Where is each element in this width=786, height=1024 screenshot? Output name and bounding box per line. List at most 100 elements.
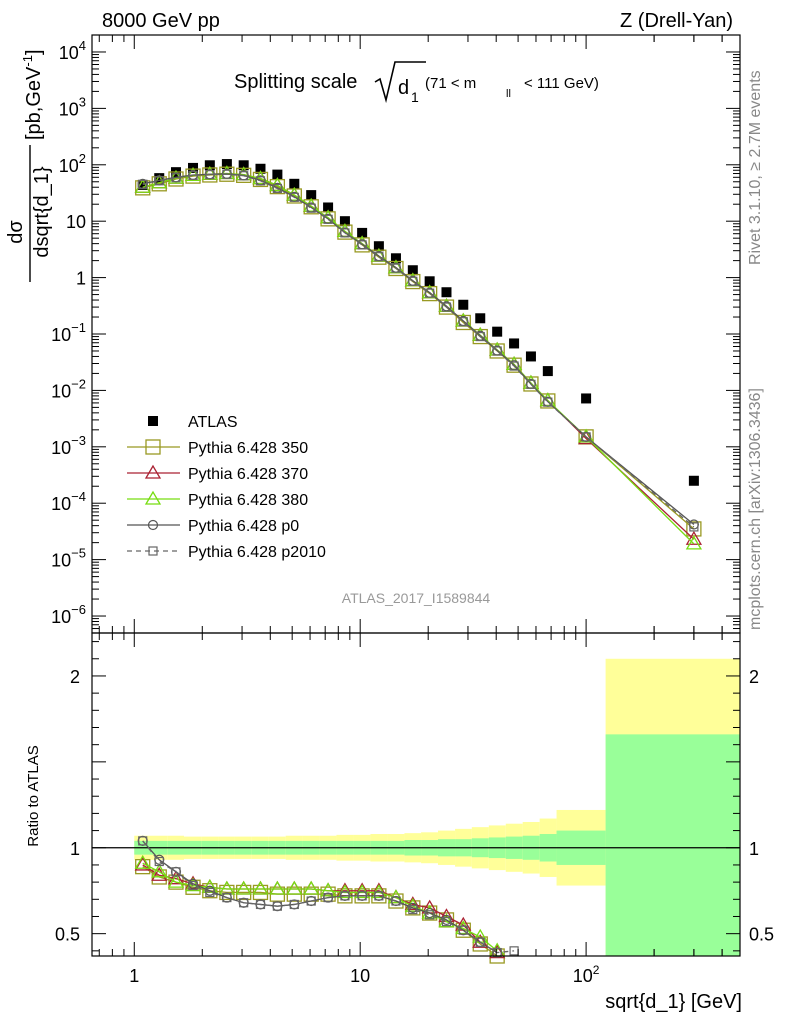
point-pythia-6-428-p2010-16 (408, 276, 418, 286)
point-pythia-6-428-370-22 (505, 356, 523, 370)
ratio-point-pythia-6-428-380-8 (269, 880, 286, 895)
point-pythia-6-428-370-26 (685, 530, 703, 545)
ratio-line-pythia-6-428-370 (142, 864, 498, 954)
point-pythia-6-428-p2010-22 (509, 361, 519, 371)
point-pythia-6-428-p2010-3 (188, 170, 198, 180)
plot-title: Splitting scale d 1 (71 < m ll < 111 GeV… (234, 61, 599, 105)
point-pythia-6-428-p2010-12 (340, 228, 350, 238)
point-atlas-9 (289, 178, 300, 189)
ratio-y-tick-label-left-0: 0.5 (55, 925, 80, 945)
series-line-pythia-6-428-p2010 (142, 173, 695, 528)
ratio-point-pythia-6-428-p2010-2 (171, 867, 181, 877)
legend-marker-pythia-6-428-p0 (147, 519, 159, 531)
header-left: 8000 GeV pp (102, 10, 220, 32)
legend-item-pythia-6-428-350: Pythia 6.428 350 (127, 439, 308, 457)
legend-marker-pythia-6-428-370 (144, 464, 162, 479)
legend-marker-pythia-6-428-p2010 (148, 546, 158, 556)
cut-subscript: ll (506, 88, 511, 100)
ratio-point-pythia-6-428-p2010-15 (391, 896, 401, 906)
point-pythia-6-428-p2010-17 (425, 288, 435, 298)
ratio-point-pythia-6-428-350-4 (202, 883, 218, 899)
ratio-series-pythia-6-428-380 (134, 854, 506, 957)
ylabel-unit: [pb,GeV-1] (20, 49, 45, 140)
legend-item-atlas: ATLAS (148, 414, 238, 431)
point-atlas-1 (154, 173, 165, 184)
ratio-point-pythia-6-428-p2010-8 (272, 901, 282, 911)
point-pythia-6-428-p2010-19 (458, 317, 468, 327)
sqrt-symbol: d (398, 77, 409, 99)
point-pythia-6-428-p2010-11 (323, 214, 333, 224)
ratio-point-pythia-6-428-350-6 (236, 884, 252, 901)
ratio-point-pythia-6-428-380-11 (319, 882, 337, 897)
point-atlas-6 (238, 160, 249, 171)
mcplots-label: mcplots.cern.ch [arXiv:1306.3436] (747, 388, 764, 630)
point-atlas-17 (424, 276, 435, 287)
stat-unc-band-26 (605, 734, 740, 956)
ratio-y-tick-label-right-2: 2 (749, 667, 759, 687)
ratio-y-tick-label-left-1: 1 (70, 839, 80, 859)
series-pythia-6-428-370 (134, 165, 703, 545)
ratio-line-pythia-6-428-p2010 (142, 840, 515, 954)
point-atlas-14 (373, 241, 384, 252)
series-line-pythia-6-428-380 (142, 172, 695, 545)
ratio-point-pythia-6-428-p2010-20 (475, 937, 485, 947)
ratio-point-pythia-6-428-380-0 (134, 854, 151, 869)
ratio-point-pythia-6-428-370-10 (303, 880, 320, 895)
point-atlas-23 (525, 351, 536, 362)
ratio-point-pythia-6-428-380-9 (286, 880, 303, 895)
ratio-point-pythia-6-428-p2010-16 (408, 905, 418, 915)
legend-label-pythia-6-428-350: Pythia 6.428 350 (188, 440, 308, 457)
point-pythia-6-428-p2010-23 (526, 379, 536, 389)
ratio-point-pythia-6-428-370-16 (404, 896, 421, 911)
ratio-point-pythia-6-428-370-2 (167, 870, 185, 885)
ratio-point-pythia-6-428-370-0 (134, 856, 151, 871)
y-tick-label-9: 10−5 (51, 546, 86, 571)
cut-pre: (71 < m (425, 75, 476, 92)
ratio-y-tick-label-left-2: 2 (70, 667, 80, 687)
point-pythia-6-428-p2010-24 (543, 397, 553, 407)
series-pythia-6-428-p2010 (138, 169, 699, 532)
x-tick-label-2: 102 (573, 963, 600, 986)
legend: ATLAS Pythia 6.428 350 Pythia 6.428 370 Pyt… (127, 414, 326, 561)
header-right: Z (Drell-Yan) (620, 10, 733, 32)
ratio-point-pythia-6-428-p2010-0 (138, 836, 148, 846)
point-atlas-24 (542, 366, 553, 377)
ratio-point-pythia-6-428-380-2 (167, 873, 185, 888)
point-pythia-6-428-380-21 (489, 341, 506, 356)
point-pythia-6-428-350-19 (455, 314, 471, 331)
y-tick-label-5: 10−1 (51, 320, 86, 345)
analysis-tag: ATLAS_2017_I1589844 (342, 590, 491, 606)
legend-label-pythia-6-428-p0: Pythia 6.428 p0 (188, 518, 299, 535)
y-tick-label-10: 10−6 (51, 602, 86, 627)
y-tick-label-7: 10−3 (51, 433, 86, 458)
point-atlas-18 (441, 287, 452, 298)
point-pythia-6-428-p2010-2 (171, 173, 181, 183)
cut-post: < 111 GeV) (524, 75, 599, 92)
point-atlas-4 (204, 160, 215, 171)
legend-item-pythia-6-428-380: Pythia 6.428 380 (127, 490, 308, 509)
main-panel (91, 34, 741, 634)
point-atlas-16 (407, 265, 418, 276)
y-tick-label-6: 10−2 (51, 376, 86, 401)
legend-marker-pythia-6-428-350 (145, 439, 161, 455)
point-pythia-6-428-p2010-25 (581, 432, 591, 442)
y-tick-label-8: 10−4 (51, 489, 86, 514)
y-tick-label-1: 103 (59, 94, 86, 119)
point-pythia-6-428-p2010-20 (475, 331, 485, 342)
point-pythia-6-428-380-26 (685, 535, 703, 550)
legend-item-pythia-6-428-p2010: Pythia 6.428 p2010 (127, 544, 326, 561)
point-atlas-0 (137, 179, 148, 190)
point-pythia-6-428-p2010-9 (289, 192, 299, 202)
point-pythia-6-428-p2010-4 (205, 169, 215, 180)
ratio-point-pythia-6-428-p2010-3 (188, 880, 198, 891)
legend-marker-pythia-6-428-380 (144, 490, 162, 505)
legend-item-pythia-6-428-p0: Pythia 6.428 p0 (127, 518, 299, 535)
ratio-point-pythia-6-428-350-5 (219, 884, 235, 901)
point-pythia-6-428-p2010-13 (357, 240, 367, 250)
ratio-point-pythia-6-428-p2010-4 (205, 887, 215, 898)
plot-title-text: Splitting scale (234, 71, 357, 93)
legend-label-atlas: ATLAS (188, 414, 238, 431)
point-pythia-6-428-p2010-14 (374, 252, 384, 262)
ratio-point-pythia-6-428-370-9 (286, 880, 303, 895)
